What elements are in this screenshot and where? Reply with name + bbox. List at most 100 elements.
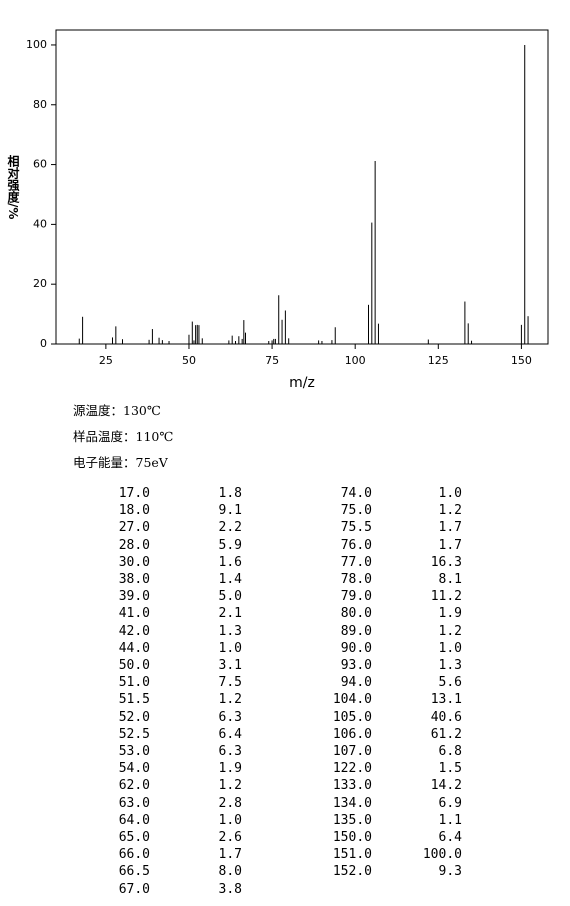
table-intensity: 6.8 — [438, 744, 462, 759]
y-tick-label: 0 — [40, 337, 47, 350]
table-mz: 105.0 — [332, 709, 372, 725]
table-intensity: 7.5 — [218, 675, 242, 691]
table-intensity: 1.2 — [438, 503, 462, 519]
y-tick-label: 60 — [33, 158, 47, 171]
table-intensity: 2.8 — [218, 795, 242, 811]
table-mz: 65.0 — [118, 830, 150, 845]
table-mz: 79.0 — [340, 589, 372, 605]
table-intensity: 1.2 — [218, 692, 242, 708]
table-intensity: 6.9 — [438, 795, 462, 811]
table-mz: 41.0 — [118, 606, 150, 622]
table-intensity: 100.0 — [422, 847, 462, 863]
plot-frame — [55, 29, 549, 345]
x-tick-label: 150 — [511, 354, 532, 367]
table-mz: 42.0 — [118, 623, 150, 639]
table-mz: 134.0 — [332, 795, 372, 811]
table-mz: 54.0 — [118, 761, 150, 777]
table-mz: 62.0 — [118, 778, 150, 794]
y-tick-label: 100 — [26, 38, 47, 51]
table-mz: 38.0 — [118, 572, 150, 587]
table-intensity: 6.4 — [438, 830, 462, 845]
table-mz: 74.0 — [340, 486, 372, 501]
table-mz: 75.5 — [340, 520, 372, 536]
table-mz: 133.0 — [332, 778, 372, 794]
table-mz: 28.0 — [118, 537, 150, 553]
table-intensity: 1.7 — [438, 520, 462, 536]
table-mz: 30.0 — [118, 554, 150, 570]
table-intensity: 1.2 — [218, 778, 242, 794]
info-line: 源温度：130℃ — [73, 403, 161, 418]
table-intensity: 1.9 — [218, 761, 242, 777]
table-mz: 52.0 — [118, 709, 150, 725]
table-mz: 18.0 — [118, 503, 150, 519]
table-mz: 77.0 — [340, 554, 372, 570]
table-intensity: 16.3 — [430, 554, 462, 570]
info-line: 电子能量：75eV — [73, 455, 168, 470]
x-axis-label: m/z — [289, 375, 315, 391]
table-intensity: 1.8 — [218, 486, 242, 501]
table-intensity: 1.6 — [218, 554, 242, 570]
table-mz: 64.0 — [118, 812, 150, 828]
table-mz: 122.0 — [332, 761, 372, 777]
table-mz: 106.0 — [332, 726, 372, 742]
y-tick-label: 40 — [33, 217, 47, 230]
table-intensity: 9.1 — [218, 503, 242, 519]
table-intensity: 1.9 — [438, 606, 462, 622]
table-intensity: 8.1 — [438, 572, 462, 587]
table-mz: 80.0 — [340, 606, 372, 622]
info-line: 样品温度：110℃ — [73, 429, 174, 444]
table-intensity: 1.5 — [438, 761, 462, 777]
table-mz: 27.0 — [118, 520, 150, 536]
table-mz: 104.0 — [332, 692, 372, 708]
table-mz: 51.0 — [118, 675, 150, 691]
table-mz: 150.0 — [332, 830, 372, 845]
table-mz: 89.0 — [340, 623, 372, 639]
y-tick-label: 80 — [33, 98, 47, 111]
table-intensity: 6.3 — [218, 744, 242, 759]
table-intensity: 6.3 — [218, 709, 242, 725]
table-intensity: 1.0 — [438, 640, 462, 656]
table-intensity: 5.6 — [438, 675, 462, 691]
table-intensity: 14.2 — [430, 778, 462, 794]
table-mz: 93.0 — [340, 658, 372, 673]
table-intensity: 1.1 — [438, 812, 462, 828]
table-mz: 66.5 — [118, 864, 150, 880]
x-tick-label: 50 — [182, 354, 196, 367]
x-tick-label: 100 — [345, 354, 366, 367]
table-mz: 63.0 — [118, 795, 150, 811]
table-intensity: 1.7 — [218, 847, 242, 863]
table-mz: 135.0 — [332, 812, 372, 828]
table-mz: 90.0 — [340, 640, 372, 656]
table-intensity: 61.2 — [430, 726, 462, 742]
table-intensity: 1.4 — [218, 572, 242, 587]
table-mz: 39.0 — [118, 589, 150, 605]
table-intensity: 11.2 — [430, 589, 462, 605]
table-mz: 152.0 — [332, 864, 372, 880]
y-axis-label: 相对强度/% — [6, 155, 20, 220]
table-mz: 66.0 — [118, 847, 150, 863]
x-tick-label: 25 — [99, 354, 113, 367]
x-tick-label: 125 — [428, 354, 449, 367]
table-intensity: 1.0 — [218, 640, 242, 656]
table-mz: 50.0 — [118, 658, 150, 673]
table-mz: 67.0 — [118, 881, 150, 897]
x-tick-label: 75 — [265, 354, 279, 367]
table-intensity: 1.0 — [218, 812, 242, 828]
table-intensity: 1.0 — [438, 486, 462, 501]
y-tick-label: 20 — [33, 277, 47, 290]
table-intensity: 5.9 — [218, 537, 242, 553]
table-intensity: 9.3 — [438, 864, 462, 880]
table-intensity: 5.0 — [218, 589, 242, 605]
table-intensity: 2.6 — [218, 830, 242, 845]
table-intensity: 6.4 — [218, 726, 242, 742]
table-intensity: 1.3 — [218, 623, 242, 639]
table-mz: 17.0 — [118, 486, 150, 501]
table-mz: 53.0 — [118, 744, 150, 759]
table-intensity: 1.2 — [438, 623, 462, 639]
table-mz: 52.5 — [118, 726, 150, 742]
table-intensity: 3.8 — [218, 881, 242, 897]
table-intensity: 1.3 — [438, 658, 462, 673]
table-intensity: 3.1 — [218, 658, 242, 673]
table-intensity: 2.1 — [218, 606, 242, 622]
